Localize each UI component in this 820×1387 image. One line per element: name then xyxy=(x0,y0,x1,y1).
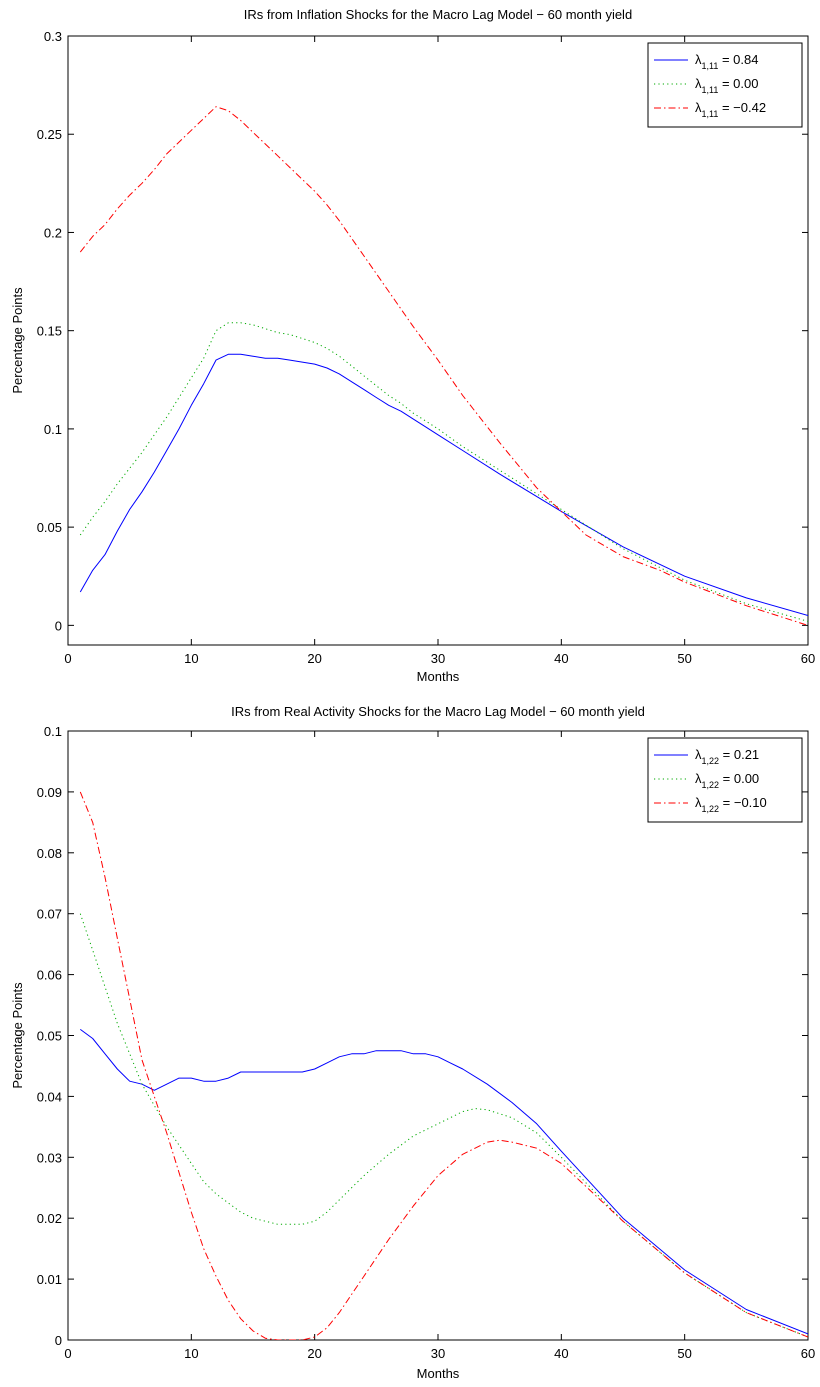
x-tick-label: 0 xyxy=(64,1346,71,1361)
y-tick-label: 0.05 xyxy=(37,520,62,535)
legend: λ1,11 = 0.84 λ1,11 = 0.00 λ1,11 = −0.42 xyxy=(647,42,803,128)
x-tick-label: 20 xyxy=(307,651,321,666)
x-tick-label: 40 xyxy=(554,651,568,666)
y-axis-label: Percentage Points xyxy=(10,287,25,394)
series-line-2 xyxy=(79,322,808,622)
x-tick-label: 60 xyxy=(801,651,815,666)
series-line-1 xyxy=(79,353,808,616)
series-line-3 xyxy=(79,791,808,1340)
legend-label-1: λ1,11 = 0.84 xyxy=(695,52,758,71)
x-axis-label: Months xyxy=(417,1366,460,1381)
y-tick-label: 0.05 xyxy=(37,1029,62,1044)
series-line-3 xyxy=(79,106,808,626)
x-tick-label: 30 xyxy=(431,651,445,666)
y-tick-label: 0.08 xyxy=(37,846,62,861)
x-tick-label: 60 xyxy=(801,1346,815,1361)
y-tick-label: 0.07 xyxy=(37,907,62,922)
y-tick-label: 0.09 xyxy=(37,785,62,800)
y-axis-label: Percentage Points xyxy=(10,982,25,1089)
y-tick-label: 0.02 xyxy=(37,1211,62,1226)
y-tick-label: 0.2 xyxy=(44,225,62,240)
chart-title: IRs from Real Activity Shocks for the Ma… xyxy=(231,704,645,719)
x-tick-label: 20 xyxy=(307,1346,321,1361)
legend-label-1: λ1,22 = 0.21 xyxy=(695,747,759,766)
y-tick-label: 0 xyxy=(55,618,62,633)
series-line-2 xyxy=(79,913,808,1338)
x-tick-label: 0 xyxy=(64,651,71,666)
series-line-1 xyxy=(80,1028,808,1335)
legend-label-2: λ1,11 = 0.00 xyxy=(695,76,758,95)
x-tick-label: 10 xyxy=(184,651,198,666)
y-tick-label: 0.15 xyxy=(37,324,62,339)
y-tick-label: 0.06 xyxy=(37,968,62,983)
x-tick-label: 30 xyxy=(431,1346,445,1361)
y-tick-label: 0.04 xyxy=(37,1089,62,1104)
y-tick-label: 0.1 xyxy=(44,422,62,437)
chart-title: IRs from Inflation Shocks for the Macro … xyxy=(244,7,632,22)
y-tick-label: 0.3 xyxy=(44,29,62,44)
y-tick-label: 0.03 xyxy=(37,1150,62,1165)
y-tick-label: 0.01 xyxy=(37,1272,62,1287)
legend-box xyxy=(647,737,803,823)
legend-box xyxy=(647,42,803,128)
y-tick-label: 0 xyxy=(55,1333,62,1348)
y-tick-label: 0.1 xyxy=(44,724,62,739)
x-tick-label: 50 xyxy=(677,651,691,666)
chart-1: IRs from Inflation Shocks for the Macro … xyxy=(10,7,815,684)
legend-label-3: λ1,11 = −0.42 xyxy=(695,100,766,119)
legend-label-2: λ1,22 = 0.00 xyxy=(695,771,759,790)
x-tick-label: 10 xyxy=(184,1346,198,1361)
x-tick-label: 40 xyxy=(554,1346,568,1361)
x-axis-label: Months xyxy=(417,669,460,684)
x-tick-label: 50 xyxy=(677,1346,691,1361)
legend: λ1,22 = 0.21 λ1,22 = 0.00 λ1,22 = −0.10 xyxy=(647,737,803,823)
y-tick-label: 0.25 xyxy=(37,127,62,142)
chart-2: IRs from Real Activity Shocks for the Ma… xyxy=(10,704,815,1381)
legend-label-3: λ1,22 = −0.10 xyxy=(695,795,767,814)
